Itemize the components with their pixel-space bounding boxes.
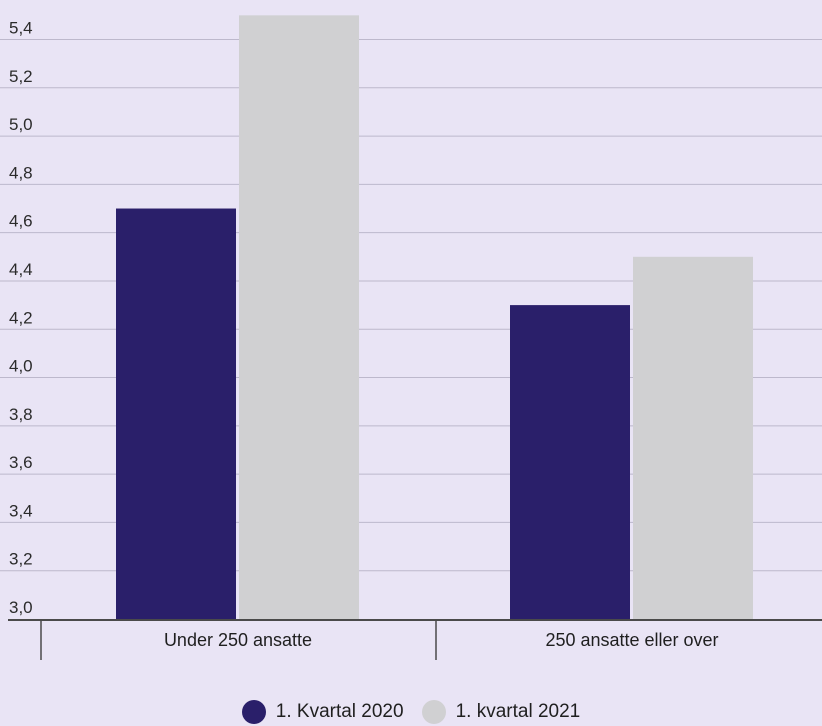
x-axis: Under 250 ansatte 250 ansatte eller over bbox=[8, 619, 822, 660]
y-tick-label: 4,8 bbox=[9, 163, 33, 182]
y-tick-label: 4,0 bbox=[9, 357, 33, 376]
y-tick-label: 5,2 bbox=[9, 67, 33, 86]
legend-label-2020: 1. Kvartal 2020 bbox=[275, 701, 404, 722]
y-tick-label: 4,4 bbox=[9, 260, 33, 279]
x-category-label: Under 250 ansatte bbox=[164, 630, 312, 650]
legend-swatch-2020 bbox=[241, 700, 266, 724]
legend-item-2021: 1. kvartal 2021 bbox=[421, 700, 581, 724]
bar-0-1 bbox=[239, 15, 359, 619]
bar-1-0 bbox=[510, 305, 630, 619]
bar-chart: 3,03,23,43,63,84,04,24,44,64,85,05,25,4 … bbox=[0, 15, 822, 660]
y-axis-ticks: 3,0 3,2 3,4 3,6 3,8 4,0 4,2 4,4 4,6 4,8 5,0 5,2 5,4 bbox=[9, 19, 33, 618]
legend-item-2020: 1. Kvartal 2020 bbox=[241, 700, 404, 724]
bars bbox=[116, 15, 753, 620]
x-category-label: 250 ansatte eller over bbox=[545, 630, 718, 650]
y-tick-label: 5,0 bbox=[9, 115, 33, 134]
bar-1-1 bbox=[633, 256, 753, 619]
bar-0-0 bbox=[116, 208, 236, 620]
y-tick-label: 4,6 bbox=[9, 212, 33, 231]
y-tick-label: 4,2 bbox=[9, 308, 33, 327]
legend: 1. Kvartal 2020 1. kvartal 2021 bbox=[0, 700, 822, 724]
y-tick-label: 3,0 bbox=[9, 598, 33, 617]
y-tick-label: 3,4 bbox=[9, 501, 33, 520]
legend-label-2021: 1. kvartal 2021 bbox=[455, 701, 581, 722]
y-tick-label: 3,2 bbox=[9, 550, 33, 569]
y-tick-label: 5,4 bbox=[9, 19, 33, 38]
y-tick-label: 3,6 bbox=[9, 453, 33, 472]
legend-swatch-2021 bbox=[421, 700, 446, 724]
y-tick-label: 3,8 bbox=[9, 405, 33, 424]
